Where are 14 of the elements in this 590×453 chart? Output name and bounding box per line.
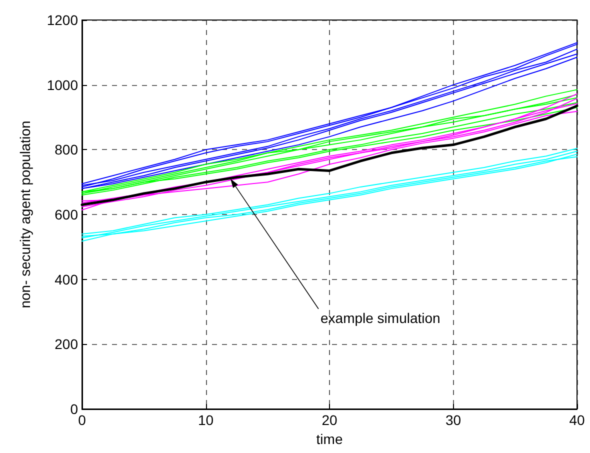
x-tick-label: 20 xyxy=(322,412,338,428)
annotation: example simulation xyxy=(320,310,440,326)
y-tick-label: 1000 xyxy=(46,76,78,93)
x-tick-label: 10 xyxy=(198,412,214,428)
y-tick-label: 200 xyxy=(54,336,78,352)
x-tick-label: 30 xyxy=(445,412,462,428)
y-axis-title: non- security agent population xyxy=(17,120,33,308)
x-axis-title: time xyxy=(316,430,343,447)
y-tick-label: 1200 xyxy=(46,12,78,28)
y-tick-label: 600 xyxy=(54,206,78,222)
y-tick-label: 800 xyxy=(54,142,78,158)
y-tick-label: 0 xyxy=(70,401,78,417)
x-tick-label: 40 xyxy=(569,412,585,428)
y-tick-label: 400 xyxy=(54,271,78,288)
